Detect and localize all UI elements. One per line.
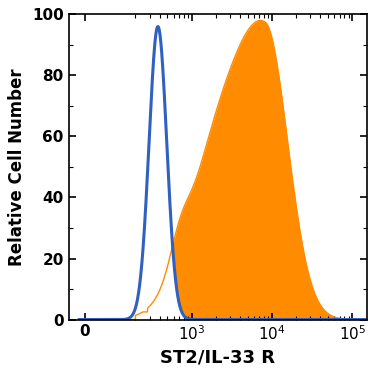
X-axis label: ST2/IL-33 R: ST2/IL-33 R: [160, 349, 275, 367]
Y-axis label: Relative Cell Number: Relative Cell Number: [8, 68, 26, 266]
